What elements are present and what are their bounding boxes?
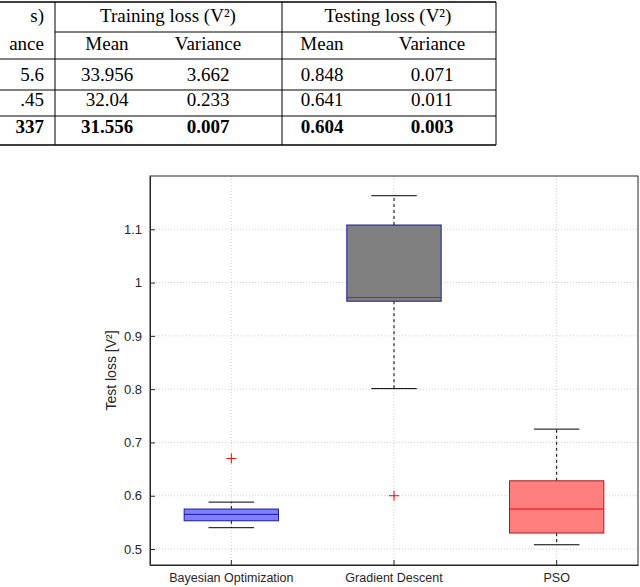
- table-cell: Variance: [175, 33, 241, 54]
- table-cell: Mean: [85, 33, 129, 54]
- y-tick: 1: [135, 275, 155, 290]
- x-tick-label: PSO: [543, 571, 570, 585]
- table-cell: Variance: [399, 33, 465, 54]
- whisker-high: [231, 502, 232, 509]
- y-tick-label: 0.9: [124, 329, 142, 344]
- median: [509, 509, 603, 510]
- y-tick: 0.7: [124, 435, 155, 450]
- table-cell: 0.641: [301, 89, 344, 110]
- table-rule: [0, 144, 496, 146]
- x-tick-mark: [231, 560, 232, 565]
- table-cell: 0.071: [411, 64, 454, 85]
- y-tick-mark: [150, 496, 155, 497]
- table-cell: Mean: [300, 33, 344, 54]
- y-tick-label: 1.1: [124, 222, 142, 237]
- x-tick: Bayesian Optimization: [169, 560, 293, 585]
- whisker-low: [556, 533, 557, 545]
- x-tick-label: Gradient Descent: [345, 571, 443, 585]
- y-tick-label: 0.5: [124, 542, 142, 557]
- table-rule: [0, 1, 496, 3]
- y-axis: 0.5 0.6 0.7 0.8 0.9 1 1.1: [124, 177, 155, 566]
- whisker-cap-low: [371, 388, 417, 389]
- table-cell: 0.011: [411, 89, 453, 110]
- median: [347, 297, 441, 298]
- table-cell: 0.007: [187, 116, 230, 137]
- y-tick-mark: [150, 549, 155, 550]
- table-cell: Training loss (V²): [100, 5, 236, 27]
- plot-frame: [150, 176, 638, 565]
- table-cell: 0.003: [411, 116, 454, 137]
- outlier: [389, 491, 399, 501]
- grid: [150, 176, 638, 565]
- table-cell: Testing loss (V²): [325, 5, 452, 27]
- y-axis-title: Test loss [V²]: [103, 330, 119, 410]
- x-tick: PSO: [543, 560, 570, 585]
- y-tick: 0.5: [124, 542, 155, 557]
- y-tick-label: 0.6: [124, 488, 142, 503]
- y-tick-label: 0.7: [124, 435, 142, 450]
- median: [184, 514, 278, 515]
- box: [347, 225, 441, 301]
- x-tick-label: Bayesian Optimization: [169, 571, 293, 585]
- x-tick-mark: [394, 560, 395, 565]
- y-tick: 0.8: [124, 382, 155, 397]
- box-group: [509, 429, 603, 545]
- box: [509, 481, 603, 533]
- y-tick: 0.9: [124, 329, 155, 344]
- table-cell: 32.04: [86, 89, 129, 110]
- box-group: [184, 453, 278, 527]
- whisker-cap-high: [371, 195, 417, 196]
- table-cell: ance: [9, 33, 44, 54]
- table-rule: [282, 2, 283, 145]
- whisker-high: [556, 429, 557, 481]
- whisker-cap-high: [534, 429, 580, 430]
- y-tick-label: 1: [135, 275, 142, 290]
- y-tick-mark: [150, 389, 155, 390]
- y-tick-mark: [150, 283, 155, 284]
- x-tick: Gradient Descent: [345, 560, 443, 585]
- table-rule: [496, 2, 497, 145]
- y-tick-mark: [150, 229, 155, 230]
- table-cell: 0.233: [187, 89, 230, 110]
- chart: 0.5 0.6 0.7 0.8 0.9 1 1.1 Bayesian Optimization…: [103, 176, 639, 585]
- y-tick: 1.1: [124, 222, 155, 237]
- table-cell: 0.848: [301, 64, 344, 85]
- outlier: [226, 453, 236, 463]
- x-tick-mark: [556, 560, 557, 565]
- x-axis: Bayesian Optimization Gradient Descent PSO: [151, 560, 639, 585]
- box-group: [347, 196, 441, 501]
- whisker-low: [394, 301, 395, 388]
- table-rule: [55, 2, 56, 145]
- whisker-high: [394, 196, 395, 225]
- box: [184, 509, 278, 521]
- table-cell: 5.6: [20, 64, 44, 85]
- whisker-cap-high: [209, 502, 255, 503]
- table-cell: 33.956: [81, 64, 133, 85]
- y-tick-mark: [150, 442, 155, 443]
- boxes: [184, 196, 604, 545]
- table-cell: .45: [20, 89, 44, 110]
- y-tick-mark: [150, 336, 155, 337]
- page: s) Training loss (V²) Testing loss (V²) anc…: [0, 0, 640, 587]
- table-cell: 3.662: [187, 64, 230, 85]
- whisker-cap-low: [534, 544, 580, 545]
- plot-background: [150, 176, 638, 565]
- y-axis-line: [150, 177, 151, 566]
- table-cell: 0.604: [301, 116, 344, 137]
- whisker-low: [231, 521, 232, 528]
- y-tick: 0.6: [124, 488, 155, 503]
- whisker-cap-low: [209, 527, 255, 528]
- table-rule: [0, 59, 496, 60]
- table-cell: 337: [16, 116, 45, 137]
- grid-line-x: [231, 176, 232, 565]
- table-cell: 31.556: [81, 116, 133, 137]
- x-axis-line: [151, 565, 639, 566]
- table-cell: s): [30, 5, 44, 27]
- table: s) Training loss (V²) Testing loss (V²) anc…: [0, 2, 496, 145]
- grid-line: [150, 442, 638, 443]
- y-tick-label: 0.8: [124, 382, 142, 397]
